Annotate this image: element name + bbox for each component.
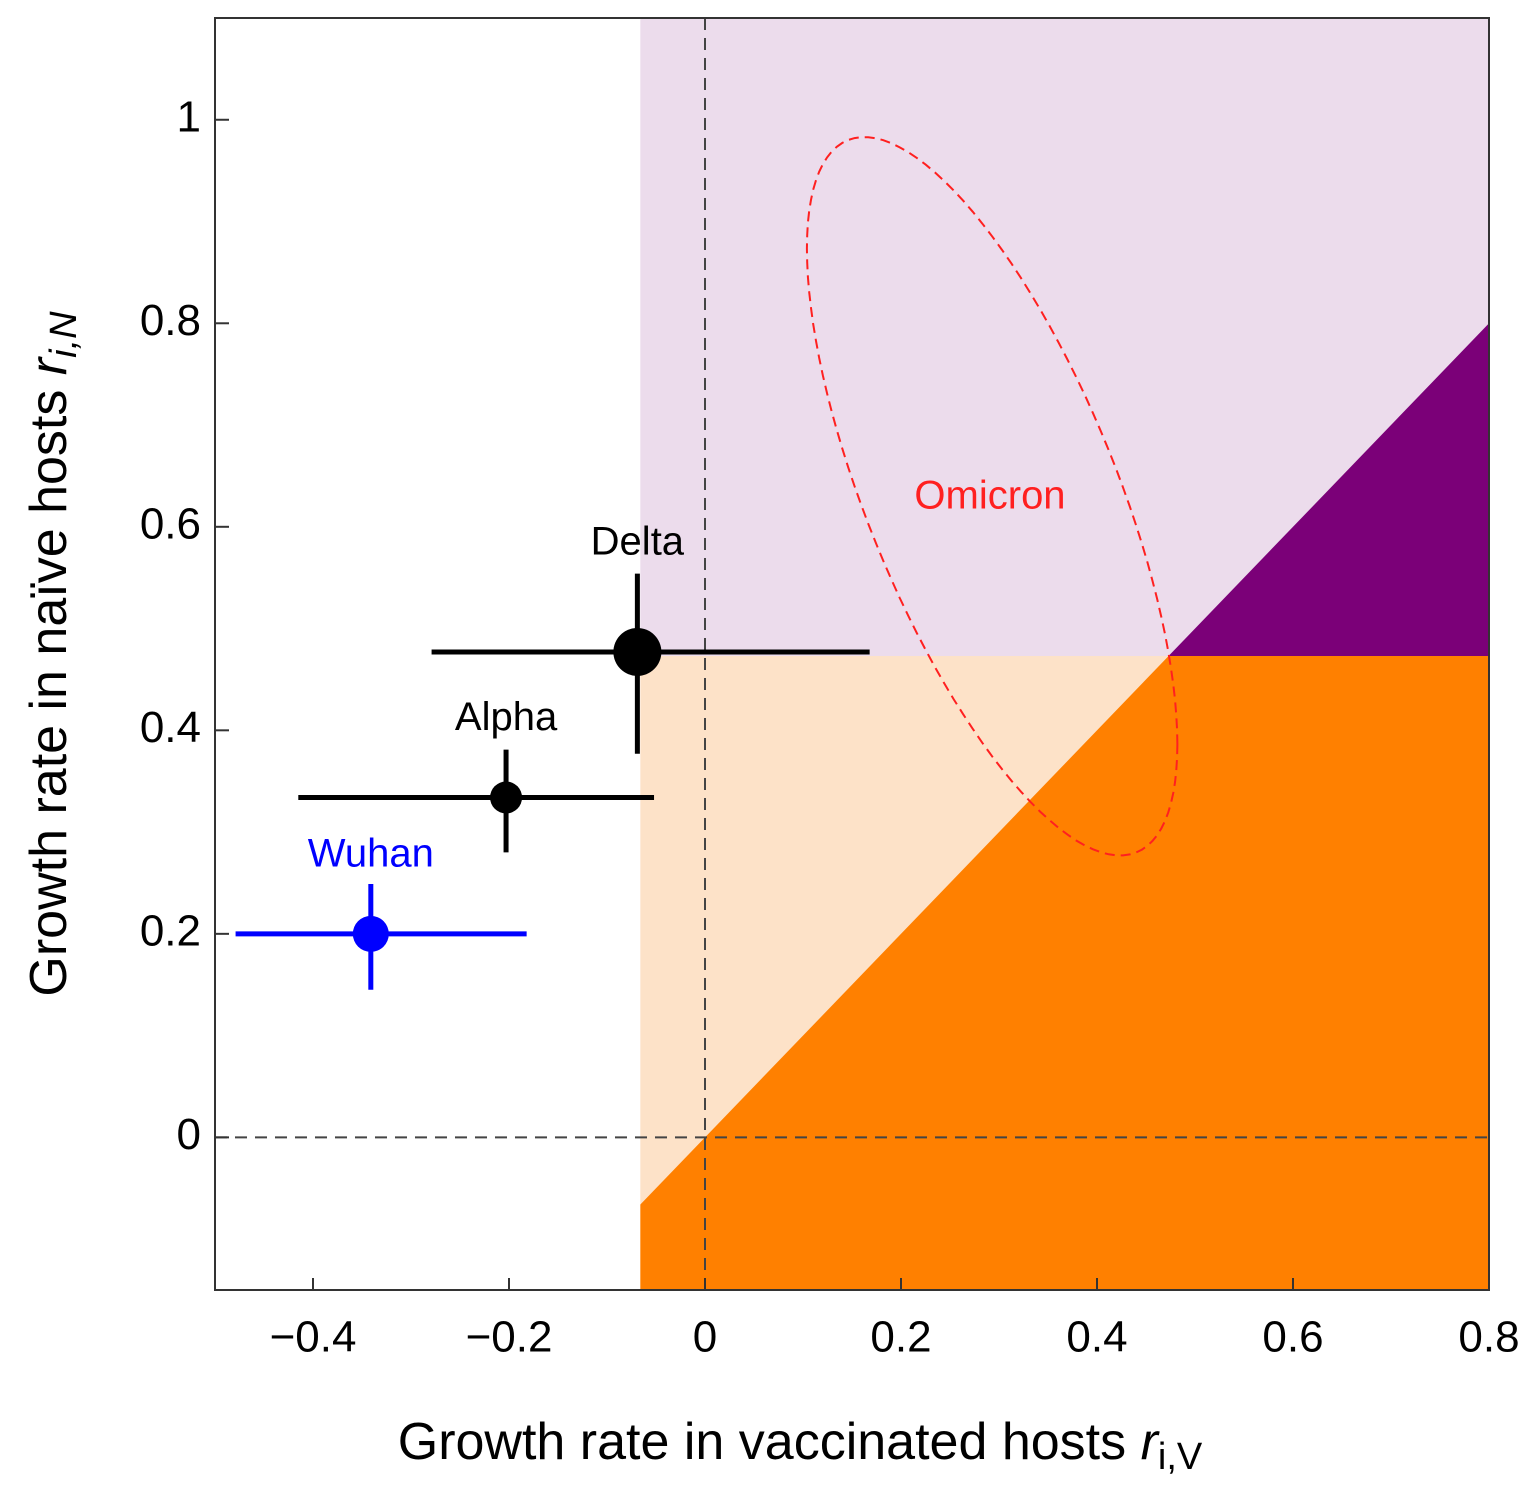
region-upper-right — [1168, 323, 1489, 657]
y-tick-label: 0.4 — [140, 703, 201, 752]
y-label-text: Growth rate in naïve hosts — [20, 390, 78, 997]
y-tick-label: 0 — [177, 1110, 201, 1159]
y-tick-label: 1 — [177, 92, 201, 141]
region-lower — [640, 656, 1489, 1290]
x-label-text: Growth rate in vaccinated hosts — [398, 1413, 1126, 1471]
region-upper — [640, 18, 1489, 657]
y-label-symbol: r — [20, 355, 78, 375]
point-label: Alpha — [455, 695, 558, 739]
ellipse — [805, 136, 1179, 857]
point-label: Delta — [591, 520, 685, 564]
plot: Omicron −0.4 −0.2 0 0.2 0.4 0.6 0.8 0 0.2 0.4 0.6 0.… — [140, 17, 1520, 1362]
y-tick-label: 0.8 — [140, 296, 201, 345]
x-tick-label: 0.8 — [1458, 1313, 1519, 1362]
x-label-subscript: i,V — [1158, 1436, 1203, 1478]
x-tick-label: 0.2 — [870, 1313, 931, 1362]
point — [613, 627, 662, 676]
point — [490, 781, 523, 814]
x-tick-label: 0 — [693, 1313, 717, 1362]
point — [352, 915, 389, 952]
y-label-subscript: i,N — [43, 311, 85, 358]
x-label-symbol: r — [1141, 1413, 1161, 1471]
x-axis-label: Growth rate in vaccinated hosts ri,V — [398, 1413, 1203, 1478]
x-tick-label: 0.6 — [1262, 1313, 1323, 1362]
x-tick-label: −0.4 — [270, 1313, 357, 1362]
plot-frame — [214, 17, 1490, 1291]
point-label: Wuhan — [308, 831, 434, 875]
y-tick-label: 0.2 — [140, 906, 201, 955]
regions — [640, 18, 1489, 1290]
y-tick-label: 0.6 — [140, 499, 201, 548]
y-axis-label: Growth rate in naïve hosts ri,N — [20, 311, 85, 997]
x-tick-label: 0.4 — [1066, 1313, 1127, 1362]
ellipse-label: Omicron — [914, 474, 1065, 518]
x-tick-label: −0.2 — [466, 1313, 553, 1362]
